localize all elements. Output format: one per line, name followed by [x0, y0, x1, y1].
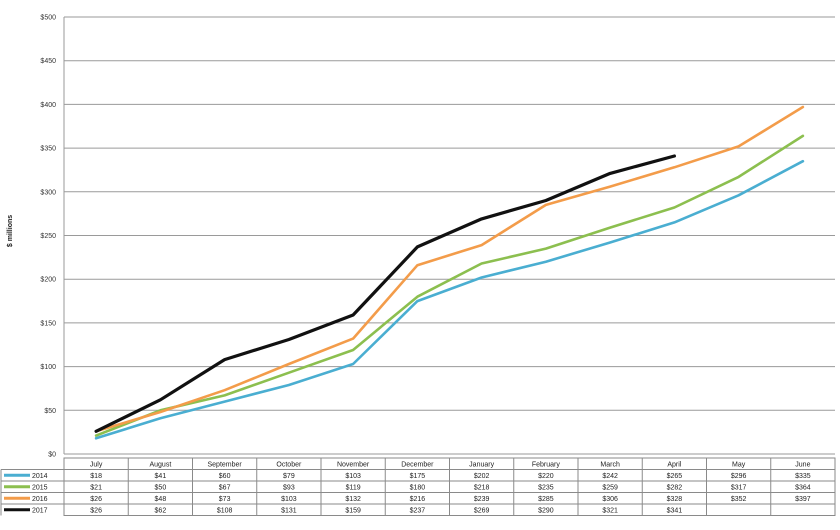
y-tick-labels: $0 $50 $100 $150 $200 $250 $300 $350 $400 $450 $50…: [40, 15, 56, 459]
data-label: $62: [155, 507, 167, 514]
data-label: $180: [410, 484, 426, 491]
data-label: $265: [667, 473, 683, 480]
data-table: July August September October November Decemb…: [0, 457, 836, 516]
legend-label-2015: 2015: [32, 484, 48, 491]
data-label: $216: [410, 496, 426, 503]
series-line-2016: [94, 105, 805, 433]
data-label: $48: [155, 496, 167, 503]
data-label: $364: [795, 484, 811, 491]
y-tick-label: $500: [40, 15, 56, 22]
data-label: $290: [538, 507, 554, 514]
x-category-label: July: [90, 461, 103, 468]
y-tick-label: $350: [40, 146, 56, 153]
data-label: $41: [155, 473, 167, 480]
legend-label-2016: 2016: [32, 496, 48, 503]
data-label: $296: [731, 473, 747, 480]
y-tick-label: $50: [44, 408, 56, 415]
data-label: $242: [602, 473, 618, 480]
data-label: $103: [281, 496, 297, 503]
x-category-label: November: [337, 461, 370, 468]
y-tick-label: $150: [40, 320, 56, 327]
series-line-2015: [94, 134, 805, 437]
x-category-label: March: [600, 461, 620, 468]
x-category-label: December: [401, 461, 434, 468]
x-category-label: February: [532, 461, 561, 468]
x-category-label: September: [208, 461, 243, 468]
legend-label-2014: 2014: [32, 473, 48, 480]
data-label: $341: [667, 507, 683, 514]
data-label: $306: [602, 496, 618, 503]
data-label: $202: [474, 473, 490, 480]
data-label: $239: [474, 496, 490, 503]
y-axis-label: $ millions: [7, 215, 14, 247]
y-tick-label: $100: [40, 364, 56, 371]
data-label: $131: [281, 507, 297, 514]
data-label: $26: [90, 507, 102, 514]
data-label: $108: [217, 507, 233, 514]
y-tick-label: $400: [40, 102, 56, 109]
x-category-label: August: [149, 461, 171, 468]
data-label: $282: [667, 484, 683, 491]
data-label: $235: [538, 484, 554, 491]
data-label: $220: [538, 473, 554, 480]
data-label: $79: [283, 473, 295, 480]
data-label: $93: [283, 484, 295, 491]
data-label: $21: [90, 484, 102, 491]
data-label: $60: [219, 473, 231, 480]
y-tick-label: $250: [40, 233, 56, 240]
data-label: $159: [345, 507, 361, 514]
x-category-label: June: [795, 461, 810, 468]
data-label: $321: [602, 507, 618, 514]
data-label: $352: [731, 496, 747, 503]
x-category-label: January: [469, 461, 494, 468]
data-label: $18: [90, 473, 102, 480]
data-label: $285: [538, 496, 554, 503]
y-tick-label: $200: [40, 277, 56, 284]
data-label: $119: [346, 484, 361, 491]
data-label: $259: [602, 484, 618, 491]
data-label: $317: [731, 484, 747, 491]
y-tick-label: $0: [48, 452, 56, 459]
data-label: $218: [474, 484, 490, 491]
data-label: $26: [90, 496, 102, 503]
y-tick-label: $300: [40, 189, 56, 196]
data-label: $103: [345, 473, 361, 480]
y-tick-label: $450: [40, 58, 56, 65]
data-label: $335: [795, 473, 811, 480]
data-label: $328: [667, 496, 683, 503]
data-label: $269: [474, 507, 490, 514]
data-label: $67: [219, 484, 231, 491]
series-line-2014: [94, 159, 805, 440]
data-label: $50: [155, 484, 167, 491]
data-label: $397: [795, 496, 811, 503]
series-lines: [94, 105, 805, 440]
x-category-label: October: [276, 461, 302, 468]
x-category-label: May: [732, 461, 746, 468]
data-label: $237: [410, 507, 426, 514]
legend-label-2017: 2017: [32, 507, 48, 514]
data-label: $73: [219, 496, 231, 503]
series-line-2017: [94, 154, 677, 433]
data-label: $132: [345, 496, 361, 503]
x-category-label: April: [667, 461, 681, 468]
data-label: $175: [410, 473, 426, 480]
